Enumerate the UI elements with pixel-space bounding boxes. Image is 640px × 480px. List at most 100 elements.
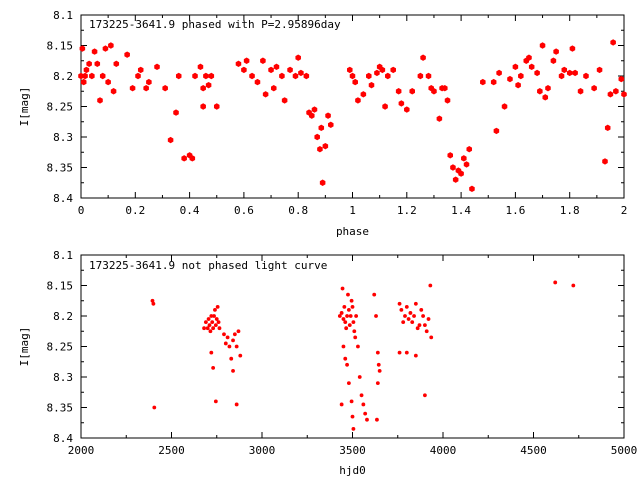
y-tick-label: 8.3 (53, 131, 73, 144)
unphased-data-point (363, 411, 368, 416)
phased-data-point (105, 78, 111, 86)
unphased-data-point (421, 314, 425, 318)
unphased-data-point (351, 426, 356, 431)
phased-data-point (108, 42, 114, 49)
x-tick-label: 1.4 (451, 204, 471, 217)
x-tick-label: 5000 (611, 444, 638, 457)
x-tick-label: 4000 (430, 444, 457, 457)
phased-data-point (203, 72, 209, 80)
unphased-data-point (397, 301, 402, 306)
phased-data-point (317, 146, 323, 153)
y-tick-label: 8.1 (53, 249, 73, 262)
unphased-data-point (377, 369, 382, 373)
unphased-data-point (347, 323, 352, 328)
unphased-data-point (352, 329, 357, 334)
phased-data-point (591, 85, 597, 92)
y-tick-label: 8.35 (47, 162, 74, 175)
y-tick-label: 8.35 (47, 402, 74, 415)
unphased-data-point (213, 323, 218, 328)
unphased-data-point (351, 320, 356, 324)
phased-data-point (480, 78, 486, 86)
phased-data-point (447, 152, 454, 159)
unphased-data-point (349, 399, 354, 404)
phased-data-point (235, 60, 242, 67)
unphased-data-point (217, 326, 222, 331)
unphased-data-point (342, 304, 347, 309)
y-tick-label: 8.1 (53, 9, 73, 22)
phased-data-point (249, 72, 255, 80)
phased-data-point (366, 72, 372, 80)
unphased-data-points (150, 280, 576, 431)
phased-data-point (129, 85, 136, 92)
unphased-data-point (208, 329, 213, 334)
phased-data-point (192, 72, 198, 80)
phased-data-point (243, 57, 250, 64)
phased-data-point (213, 103, 220, 110)
phased-data-point (450, 164, 456, 171)
phased-data-point (390, 66, 396, 74)
phased-data-point (604, 124, 611, 132)
unphased-data-point (211, 326, 216, 331)
phased-data-point (379, 66, 386, 74)
unphased-data-point (376, 362, 381, 367)
phased-data-point (382, 103, 388, 110)
phased-data-point (83, 66, 90, 74)
phased-data-point (539, 42, 546, 49)
phased-data-point (262, 91, 269, 98)
unphased-data-point (238, 353, 243, 358)
phased-data-point (319, 179, 326, 186)
unphased-data-point (341, 317, 346, 321)
unphased-data-point (213, 399, 218, 404)
unphased-data-point (236, 329, 241, 334)
x-tick-label: 3000 (249, 444, 276, 457)
phased-data-point (420, 54, 426, 61)
phased-data-point (534, 69, 540, 77)
phased-data-point (425, 72, 432, 80)
phased-data-point (173, 109, 179, 116)
unphased-data-point (202, 326, 206, 331)
phased-data-point (374, 69, 380, 77)
phased-data-point (154, 63, 160, 71)
phased-data-point (175, 72, 182, 80)
phased-data-point (493, 127, 500, 135)
x-tick-label: 0.4 (180, 204, 200, 217)
unphased-data-point (403, 314, 407, 318)
phased-data-point (197, 63, 204, 71)
unphased-data-point (223, 341, 228, 346)
unphased-data-point (209, 350, 214, 355)
phased-data-point (241, 66, 247, 74)
phased-data-point (94, 60, 101, 67)
phased-data-point (352, 78, 358, 86)
phased-data-point (542, 94, 549, 101)
unphased-data-point (375, 417, 379, 422)
phased-data-point (162, 85, 168, 92)
phased-data-point (613, 88, 619, 95)
phased-data-point (124, 51, 130, 58)
phased-data-point (444, 97, 451, 104)
unphased-data-point (210, 320, 215, 324)
unphased-data-point (227, 344, 232, 349)
unphased-data-point (429, 335, 434, 340)
unphased-data-point (348, 314, 353, 318)
phased-data-point (281, 97, 288, 104)
unphased-data-point (553, 280, 558, 285)
phased-data-point (135, 72, 141, 80)
phased-data-point (82, 72, 88, 80)
x-tick-label: 3500 (339, 444, 366, 457)
phased-data-points (78, 39, 627, 193)
unphased-data-point (340, 286, 345, 291)
unphased-data-point (211, 365, 216, 370)
phased-data-point (309, 112, 315, 119)
phased-data-point (515, 81, 521, 89)
unphased-data-point (346, 381, 351, 385)
y-tick-label: 8.25 (47, 341, 74, 354)
phased-data-point (318, 124, 325, 132)
y-tick-label: 8.25 (47, 101, 74, 114)
phased-data-point (431, 88, 437, 95)
phased-data-point (86, 60, 92, 67)
y-tick-label: 8.4 (53, 432, 73, 445)
unphased-data-point (212, 314, 216, 318)
phased-data-point (349, 72, 356, 80)
unphased-data-point (404, 350, 409, 355)
unphased-data-point (222, 332, 226, 337)
